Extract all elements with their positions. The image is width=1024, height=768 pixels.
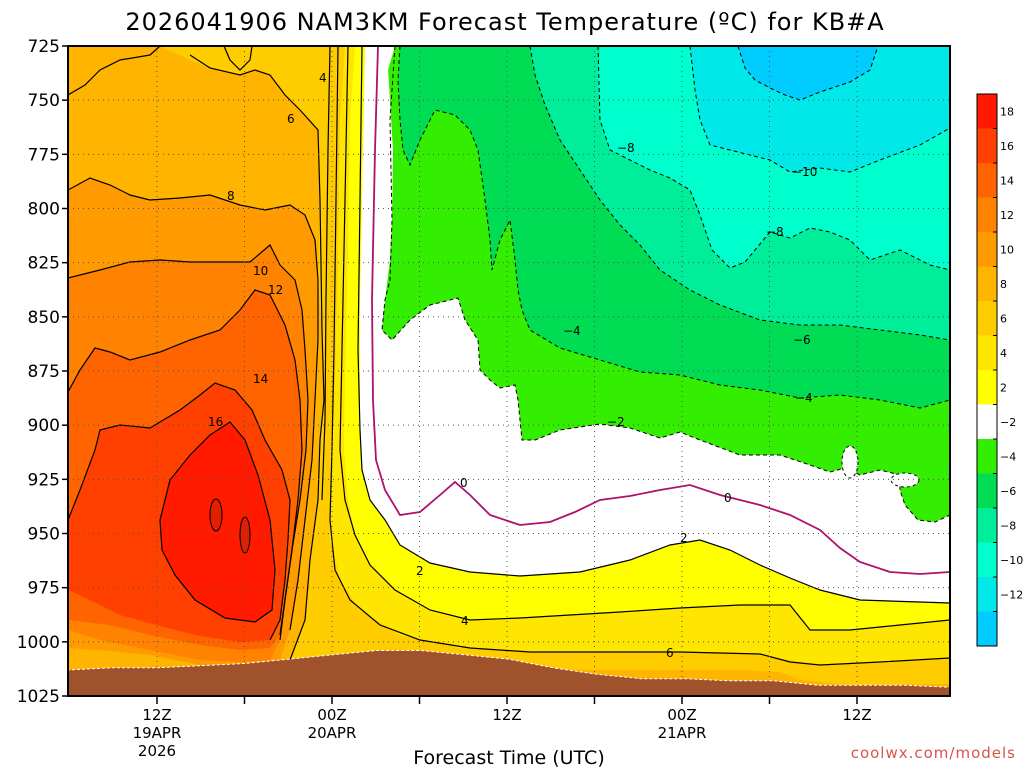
colorbar-swatch (977, 508, 997, 543)
x-tick-label: 00Z (667, 706, 696, 724)
colorbar-label: 10 (1000, 243, 1014, 256)
contour-label: 2 (680, 531, 688, 545)
y-axis: 725 750 775 800 825 850 875 900 925 950 975 1000 102… (17, 37, 68, 707)
x-tick-label: 19APR (133, 724, 182, 742)
y-tick-label: 875 (28, 362, 60, 382)
contour-label: 0 (460, 476, 468, 490)
white-island-a (841, 445, 859, 479)
y-tick-label: 750 (28, 91, 60, 111)
contour-labels: 4 6 8 10 12 14 16 2 4 6 0 0 2 −2 −4 −4 −… (208, 71, 817, 660)
y-tick-label: 850 (28, 308, 60, 328)
colorbar-swatch (977, 577, 997, 612)
chart-title: 2026041906 NAM3KM Forecast Temperature (… (125, 8, 884, 36)
colorbar-label: 16 (1000, 140, 1014, 153)
gridlines (68, 46, 950, 696)
contour-label: 10 (253, 264, 268, 278)
temp-fill-plus20-b (239, 516, 251, 554)
colorbar-label: −12 (1000, 588, 1023, 601)
contour-label: 4 (461, 614, 469, 628)
colorbar-label: −6 (1000, 485, 1016, 498)
y-tick-label: 800 (28, 200, 60, 220)
y-tick-label: 725 (28, 37, 60, 57)
x-tick-label: 12Z (842, 706, 871, 724)
colorbar-swatch (977, 163, 997, 198)
contour-label: −8 (617, 141, 635, 155)
contour-label: 6 (287, 112, 295, 126)
contour-label: −10 (792, 165, 817, 179)
contour-label: 2 (416, 564, 424, 578)
ground (68, 650, 950, 696)
temp-fill-minus14 (738, 46, 878, 100)
white-island-b (890, 472, 920, 488)
contour-label: −4 (563, 324, 581, 338)
colorbar-label: 14 (1000, 174, 1014, 187)
y-tick-label: 825 (28, 254, 60, 274)
colorbar-swatch (977, 94, 997, 129)
x-tick-label: 21APR (658, 724, 707, 742)
x-axis-title: Forecast Time (UTC) (413, 747, 604, 768)
y-tick-label: 975 (28, 579, 60, 599)
x-tick-label: 20APR (308, 724, 357, 742)
contour-label: 14 (253, 372, 268, 386)
x-tick-label: 00Z (317, 706, 346, 724)
colorbar-label: 12 (1000, 209, 1014, 222)
y-tick-label: 925 (28, 470, 60, 490)
contour-label: 6 (666, 646, 674, 660)
colorbar-swatch (977, 370, 997, 405)
y-tick-label: 1000 (17, 633, 60, 653)
colorbar: 18 16 14 12 10 8 6 4 2 −2 −4 −6 −8 −10 −12 (976, 93, 1023, 647)
y-tick-label: 775 (28, 145, 60, 165)
colorbar-label: 2 (1000, 381, 1007, 394)
contour-label: 4 (319, 71, 327, 85)
colorbar-swatch (977, 473, 997, 509)
plot-area (68, 46, 950, 696)
colorbar-label: 4 (1000, 347, 1007, 360)
colorbar-swatch (977, 197, 997, 233)
zero-contour (371, 46, 950, 575)
colorbar-swatch (977, 611, 997, 647)
cold-contours (381, 46, 950, 523)
contour-label: −2 (607, 415, 625, 429)
colorbar-label: −2 (1000, 416, 1016, 429)
colorbar-swatch (977, 439, 997, 474)
colorbar-swatch (977, 128, 997, 164)
colorbar-label: 18 (1000, 105, 1014, 118)
y-tick-label: 1025 (17, 687, 60, 707)
contour-label: 16 (208, 415, 223, 429)
contour-label: 8 (227, 189, 235, 203)
contour-label: −6 (793, 333, 811, 347)
contour-label: −4 (795, 391, 813, 405)
contour-label: −8 (766, 225, 784, 239)
colorbar-swatch (977, 404, 997, 440)
y-tick-label: 900 (28, 416, 60, 436)
contour-label: 12 (268, 283, 283, 297)
y-tick-label: 950 (28, 525, 60, 545)
colorbar-swatch (977, 335, 997, 371)
colorbar-label: −10 (1000, 554, 1023, 567)
colorbar-label: 6 (1000, 312, 1007, 325)
colorbar-label: −8 (1000, 519, 1016, 532)
contour-label: 0 (724, 491, 732, 505)
x-tick-label: 12Z (142, 706, 171, 724)
colorbar-label: 8 (1000, 278, 1007, 291)
x-tick-label: 12Z (492, 706, 521, 724)
credit-text: coolwx.com/models (851, 744, 1016, 762)
temp-fill-plus20-a (209, 498, 223, 532)
colorbar-swatch (977, 266, 997, 302)
colorbar-swatch (977, 301, 997, 336)
warm-contours (68, 46, 950, 666)
x-tick-label: 2026 (138, 742, 176, 760)
colorbar-swatch (977, 232, 997, 267)
colorbar-label: −4 (1000, 450, 1016, 463)
colorbar-swatch (977, 542, 997, 578)
